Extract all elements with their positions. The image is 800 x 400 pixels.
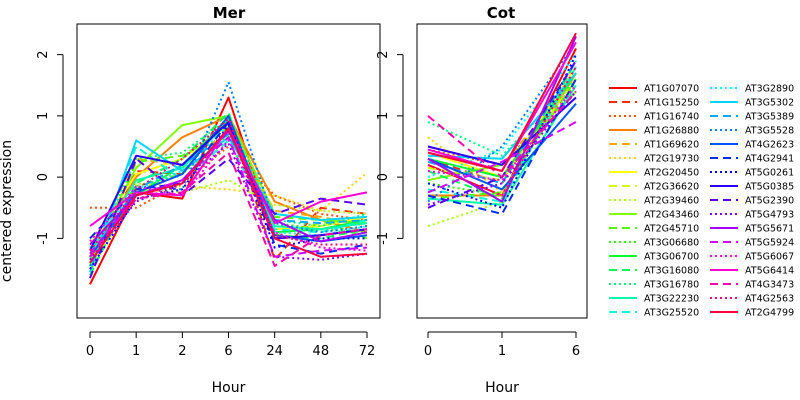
legend: AT1G07070 AT1G15250 AT1G16740 AT1G26880 AT1G… — [609, 84, 794, 319]
series-line-at5g5924 — [427, 121, 577, 194]
legend-label: AT2G20450 — [644, 168, 699, 179]
legend-label: AT3G2890 — [745, 84, 794, 95]
x-axis-cot: 0 1 6 — [424, 331, 580, 359]
x-axis-label-mer: Hour — [212, 380, 246, 396]
legend-label: AT5G6414 — [745, 266, 794, 277]
legend-label: AT3G06680 — [644, 238, 699, 249]
x-tick-label: 1 — [498, 344, 506, 359]
legend-label: AT3G5302 — [745, 98, 794, 109]
series-line-at4g2563 — [89, 117, 367, 252]
x-tick-label: 24 — [266, 344, 283, 359]
legend-label: AT2G45710 — [644, 224, 699, 235]
x-axis-mer: 0 1 2 6 24 48 72 — [86, 331, 376, 359]
legend-label: AT5G0385 — [745, 182, 794, 193]
legend-label: AT2G39460 — [644, 196, 699, 207]
series-line-at5g2390 — [89, 157, 368, 279]
series-line-at3g5389 — [427, 60, 577, 185]
legend-label: AT4G3473 — [745, 280, 794, 291]
panel-title-cot: Cot — [487, 4, 515, 22]
panel-cot: Cot 0 1 6 -1 0 1 2 Hour — [376, 4, 588, 396]
series-line-at5g0261 — [427, 54, 577, 209]
x-tick-label: 2 — [178, 344, 186, 359]
legend-label: AT4G2941 — [745, 154, 794, 165]
legend-label: AT3G5528 — [745, 126, 794, 137]
legend-label: AT4G2563 — [745, 294, 794, 305]
series-line-at5g6067 — [89, 139, 368, 252]
series-line-at5g4793 — [427, 90, 577, 206]
legend-label: AT5G4793 — [745, 210, 794, 221]
legend-label: AT5G5924 — [745, 238, 794, 249]
series-line-at4g3473 — [427, 90, 577, 179]
y-axis-cot: -1 0 1 2 — [376, 50, 404, 245]
legend-label: AT1G07070 — [644, 84, 699, 95]
legend-label: AT3G16080 — [644, 266, 699, 277]
series-line-at4g2563 — [427, 66, 577, 197]
legend-label: AT5G5671 — [745, 224, 794, 235]
y-tick-label: 0 — [376, 173, 391, 181]
y-tick-label: 0 — [36, 173, 51, 181]
legend-label: AT2G4799 — [745, 308, 794, 319]
series-lines-mer — [89, 81, 368, 285]
x-tick-label: 0 — [86, 344, 94, 359]
legend-label: AT2G19730 — [644, 154, 699, 165]
y-axis-mer: -1 0 1 2 — [36, 50, 64, 245]
series-line-at2g4799 — [427, 32, 577, 172]
legend-label: AT5G6067 — [745, 252, 794, 263]
legend-label: AT1G15250 — [644, 98, 699, 109]
y-tick-label: 1 — [36, 112, 51, 120]
legend-label: AT3G25520 — [644, 308, 699, 319]
y-tick-label: 2 — [376, 50, 391, 58]
series-line-at5g0261 — [89, 124, 367, 270]
legend-label: AT3G06700 — [644, 252, 699, 263]
x-axis-label-cot: Hour — [485, 380, 519, 396]
legend-label: AT1G26880 — [644, 126, 699, 137]
series-line-at3g5528 — [89, 81, 368, 267]
plot-frame-mer — [76, 23, 381, 319]
x-tick-label: 6 — [572, 344, 580, 359]
legend-label: AT2G36620 — [644, 182, 699, 193]
series-lines-cot — [427, 32, 577, 228]
x-tick-label: 0 — [424, 344, 432, 359]
y-tick-label: 1 — [376, 112, 391, 120]
series-line-at5g0385 — [89, 121, 368, 252]
y-tick-label: -1 — [36, 232, 51, 245]
x-tick-label: 48 — [313, 344, 330, 359]
legend-label: AT2G43460 — [644, 210, 699, 221]
series-line-at5g5671 — [427, 35, 577, 203]
x-tick-label: 1 — [132, 344, 140, 359]
series-line-at2g39460 — [427, 84, 577, 228]
legend-label: AT5G0261 — [745, 168, 794, 179]
series-line-at3g22230 — [427, 84, 577, 206]
y-tick-label: -1 — [376, 232, 391, 245]
series-line-at2g19730 — [89, 172, 368, 270]
legend-label: AT4G2623 — [745, 140, 794, 151]
series-line-at1g16740 — [90, 145, 368, 221]
y-tick-label: 2 — [36, 50, 51, 58]
legend-label: AT1G16740 — [644, 112, 699, 123]
x-tick-label: 72 — [359, 344, 376, 359]
series-line-at3g16780 — [89, 117, 368, 261]
legend-label: AT3G22230 — [644, 294, 699, 305]
legend-label: AT3G5389 — [745, 112, 794, 123]
panel-title-mer: Mer — [213, 4, 246, 22]
legend-label: AT1G69620 — [644, 140, 699, 151]
y-axis-label-mer: centered expression — [0, 140, 15, 282]
series-line-at1g69620 — [89, 130, 368, 252]
legend-label: AT3G16780 — [644, 280, 699, 291]
plot-frame-cot — [416, 23, 588, 319]
series-line-at3g16080 — [89, 111, 368, 276]
series-line-at2g4799 — [89, 127, 368, 264]
series-line-at4g2623 — [427, 102, 577, 191]
series-line-at5g5924 — [89, 136, 368, 258]
x-tick-label: 6 — [224, 344, 232, 359]
panel-mer: Mer 0 1 2 6 24 48 72 -1 0 1 2 Hour centered expre… — [0, 4, 381, 396]
series-line-at3g16780 — [427, 78, 577, 157]
legend-label: AT5G2390 — [745, 196, 794, 207]
